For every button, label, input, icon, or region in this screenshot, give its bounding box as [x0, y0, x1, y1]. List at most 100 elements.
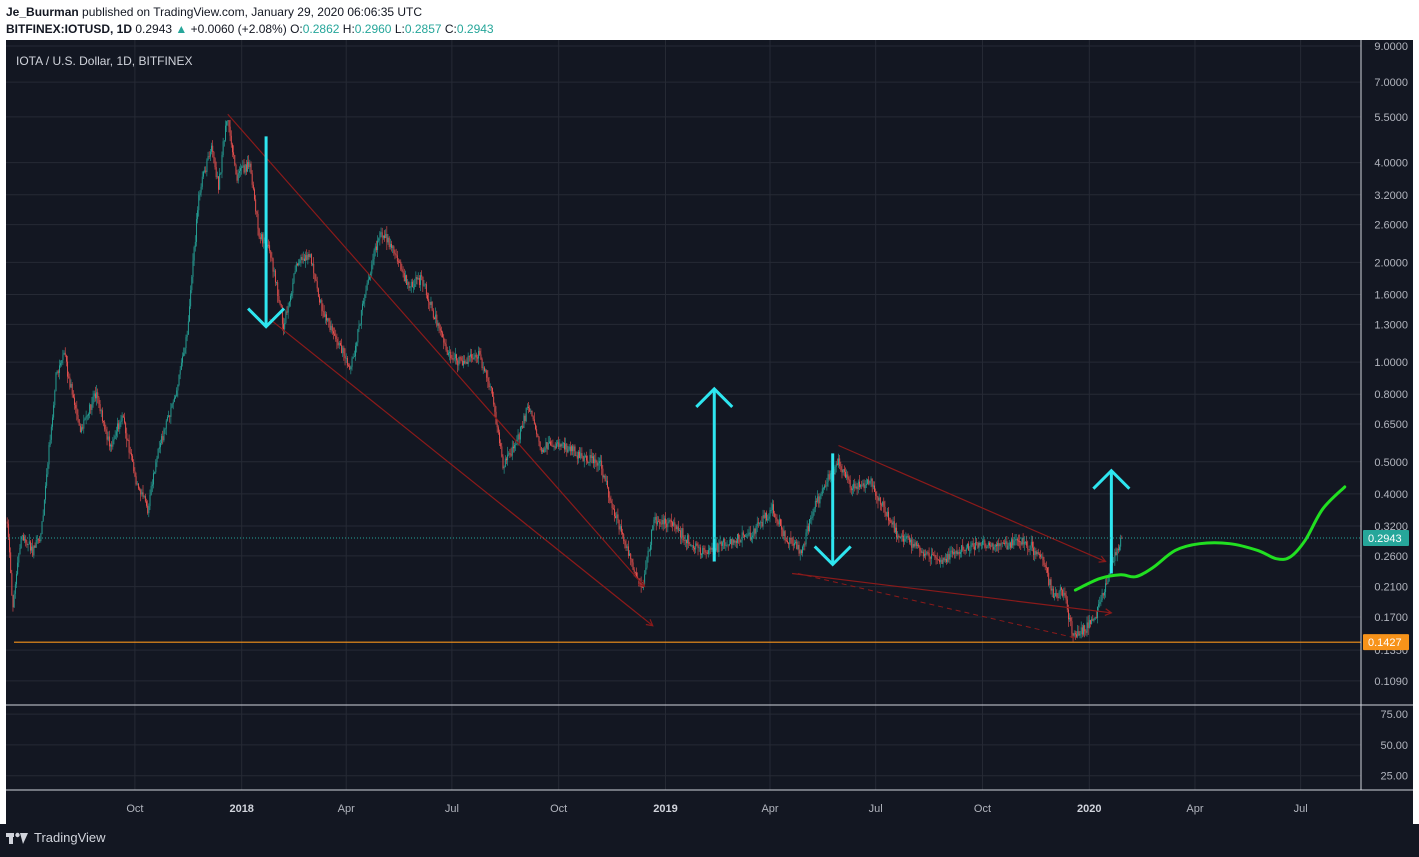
candle-up — [413, 286, 415, 288]
candle-down — [891, 522, 893, 525]
price-tick-label: 4.0000 — [1374, 158, 1408, 170]
symbol-label[interactable]: BITFINEX:IOTUSD, 1D — [6, 22, 133, 36]
candle-up — [616, 514, 618, 519]
candle-up — [358, 325, 360, 330]
candle-up — [982, 541, 983, 545]
candle-up — [741, 532, 743, 541]
candle-up — [374, 246, 376, 251]
candle-down — [128, 440, 130, 453]
candle-down — [255, 199, 257, 212]
candle-down — [918, 544, 920, 547]
candle-up — [584, 455, 586, 457]
candle-up — [684, 540, 686, 541]
candle-down — [103, 421, 105, 423]
candle-down — [79, 425, 81, 433]
candle-down — [903, 535, 905, 542]
candle-down — [689, 544, 691, 546]
candle-down — [614, 509, 615, 517]
candle-down — [391, 243, 392, 248]
candle-down — [1064, 592, 1066, 596]
candle-up — [521, 425, 523, 428]
candle-down — [641, 586, 643, 588]
candle-up — [544, 447, 546, 453]
candle-up — [60, 363, 62, 366]
candle-up — [148, 506, 150, 514]
channel-arrowhead — [637, 579, 646, 588]
candle-up — [966, 543, 968, 548]
candle-up — [424, 284, 426, 286]
candle-up — [244, 164, 246, 173]
candle-down — [490, 386, 492, 388]
tradingview-logo[interactable]: TradingView — [6, 830, 106, 845]
candle-down — [537, 434, 539, 437]
candle-down — [408, 282, 410, 288]
candle-down — [479, 350, 481, 355]
price-tick-label: 1.0000 — [1374, 357, 1408, 369]
candle-down — [140, 489, 142, 495]
candle-down — [321, 300, 323, 311]
candle-down — [9, 537, 10, 553]
candle-up — [115, 431, 117, 436]
candle-down — [675, 524, 677, 530]
low-value: 0.2857 — [404, 22, 442, 36]
candle-up — [580, 453, 582, 458]
candle-down — [576, 455, 578, 459]
candle-down — [804, 543, 806, 545]
candle-up — [149, 494, 151, 507]
candle-down — [800, 550, 802, 554]
candle-down — [234, 155, 236, 165]
chart-title: IOTA / U.S. Dollar, 1D, BITFINEX — [16, 54, 192, 68]
author-name[interactable]: Je_Buurman — [6, 5, 79, 19]
candle-up — [525, 407, 527, 421]
candle-down — [71, 384, 73, 395]
candle-down — [976, 542, 978, 543]
candle-down — [742, 532, 744, 536]
time-tick-label: Apr — [761, 803, 778, 815]
candle-down — [388, 237, 390, 248]
candle-down — [922, 551, 924, 557]
down-arrow-head — [813, 545, 852, 567]
candle-down — [836, 463, 838, 465]
candle-up — [970, 544, 972, 551]
candle-down — [341, 345, 343, 354]
channel-trendline — [838, 444, 1106, 563]
candle-down — [283, 323, 285, 330]
candle-up — [702, 548, 704, 555]
candle-down — [536, 429, 538, 435]
candle-down — [252, 184, 254, 190]
candle-up — [36, 539, 38, 541]
candle-down — [475, 354, 477, 358]
open-value: 0.2862 — [302, 22, 340, 36]
candle-down — [602, 468, 604, 478]
candle-down — [607, 480, 608, 488]
candle-up — [829, 473, 831, 480]
candle-up — [1011, 539, 1013, 548]
candle-up — [591, 456, 593, 459]
candle-down — [125, 422, 127, 434]
candle-down — [319, 296, 320, 303]
candle-up — [302, 258, 304, 260]
candle-down — [72, 394, 74, 398]
candle-up — [953, 552, 954, 554]
candle-down — [1076, 634, 1078, 637]
price-chart[interactable]: 9.0000 7.0000 5.5000 4.0000 3.2000 2.6000 2.00… — [6, 40, 1413, 824]
candle-down — [486, 370, 488, 378]
candle-up — [190, 290, 192, 307]
candle-up — [755, 526, 757, 534]
candle-up — [768, 516, 770, 519]
candle-up — [857, 481, 859, 490]
candle-up — [648, 550, 650, 552]
candle-down — [76, 408, 78, 415]
candle-down — [655, 516, 657, 525]
candle-down — [528, 406, 529, 409]
candle-down — [788, 542, 790, 545]
candle-up — [1030, 541, 1032, 546]
candle-down — [477, 357, 478, 359]
candle-down — [522, 425, 524, 428]
candle-up — [547, 442, 549, 450]
chart-frame[interactable]: 9.0000 7.0000 5.5000 4.0000 3.2000 2.6000 2.00… — [6, 40, 1413, 824]
candle-up — [575, 455, 577, 457]
candle-down — [595, 459, 597, 463]
candle-up — [85, 415, 87, 419]
candle-up — [870, 478, 872, 482]
